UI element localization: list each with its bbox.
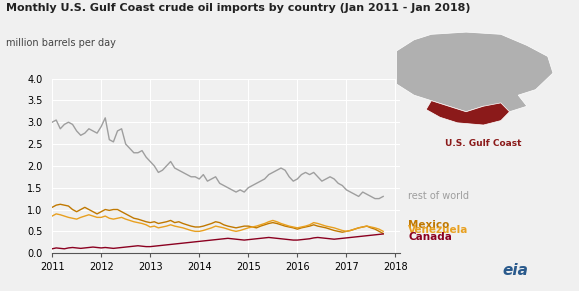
Text: million barrels per day: million barrels per day bbox=[6, 38, 116, 48]
Text: eia: eia bbox=[503, 263, 528, 278]
Text: rest of world: rest of world bbox=[408, 191, 469, 200]
Polygon shape bbox=[397, 32, 553, 112]
Text: U.S. Gulf Coast: U.S. Gulf Coast bbox=[445, 139, 522, 148]
Text: Monthly U.S. Gulf Coast crude oil imports by country (Jan 2011 - Jan 2018): Monthly U.S. Gulf Coast crude oil import… bbox=[6, 3, 470, 13]
Text: Canada: Canada bbox=[408, 232, 452, 242]
Text: Mexico: Mexico bbox=[408, 220, 449, 230]
Polygon shape bbox=[426, 101, 510, 125]
Text: Venezuela: Venezuela bbox=[408, 226, 468, 235]
